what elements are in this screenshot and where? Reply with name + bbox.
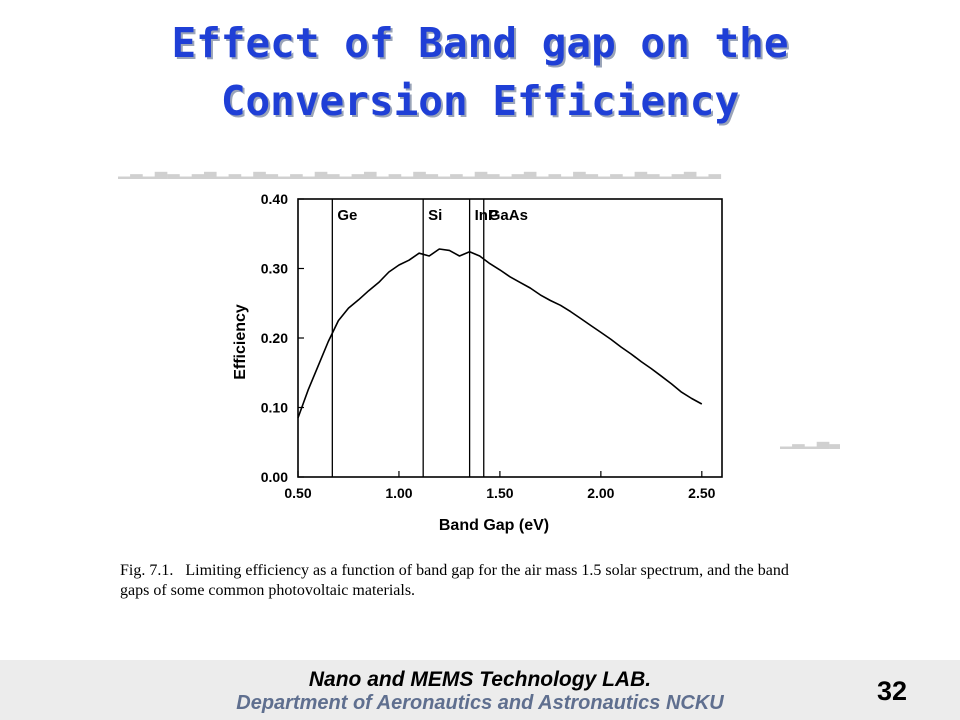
y-tick-label: 0.00 — [261, 469, 288, 485]
slide-title-line-1: Effect of Band gap on the — [171, 19, 789, 67]
page-number: 32 — [876, 676, 908, 706]
slide-title-line-2: Conversion Efficiency — [220, 77, 740, 125]
figure-caption: Fig. 7.1. Limiting efficiency as a funct… — [120, 561, 820, 601]
x-axis-label: Band Gap (eV) — [439, 517, 549, 534]
x-tick-label: 2.00 — [587, 485, 614, 501]
footer-lab-name: Nano and MEMS Technology LAB. — [308, 668, 652, 691]
x-tick-label: 0.50 — [284, 485, 311, 501]
material-label-si: Si — [428, 207, 442, 224]
x-tick-label: 1.50 — [486, 485, 513, 501]
footer-department: Department of Aeronautics and Astronauti… — [236, 692, 724, 714]
y-tick-label: 0.10 — [261, 400, 288, 416]
caption-figure-number: Fig. 7.1. — [120, 562, 174, 579]
material-label-ge: Ge — [337, 207, 357, 224]
slide-title: Effect of Band gap on the Conversion Eff… — [0, 14, 960, 130]
efficiency-curve — [297, 248, 703, 419]
bleed-through-text: ▁▂▁▃▂▁▂▃▁▂▁▃▂▁▂▁▃▂▁▂▃▁▂▁▃▂▁▂▁▃▂▁▂▃▁▂▁▃▂▁… — [118, 162, 721, 179]
x-tick-label: 1.00 — [385, 485, 412, 501]
y-tick-label: 0.20 — [261, 330, 288, 346]
material-label-gaas: GaAs — [489, 207, 528, 224]
y-tick-label: 0.30 — [261, 261, 288, 277]
material-label-inp: InP — [475, 207, 498, 224]
x-tick-label: 2.50 — [688, 485, 715, 501]
bleed-through-text: ▁▂▁▃▂ — [780, 432, 840, 449]
y-tick-label: 0.40 — [261, 191, 288, 207]
footer-band — [0, 660, 960, 720]
caption-text: Limiting efficiency as a function of ban… — [120, 562, 789, 599]
y-axis-label: Efficiency — [232, 304, 249, 380]
plot-frame — [297, 198, 723, 478]
